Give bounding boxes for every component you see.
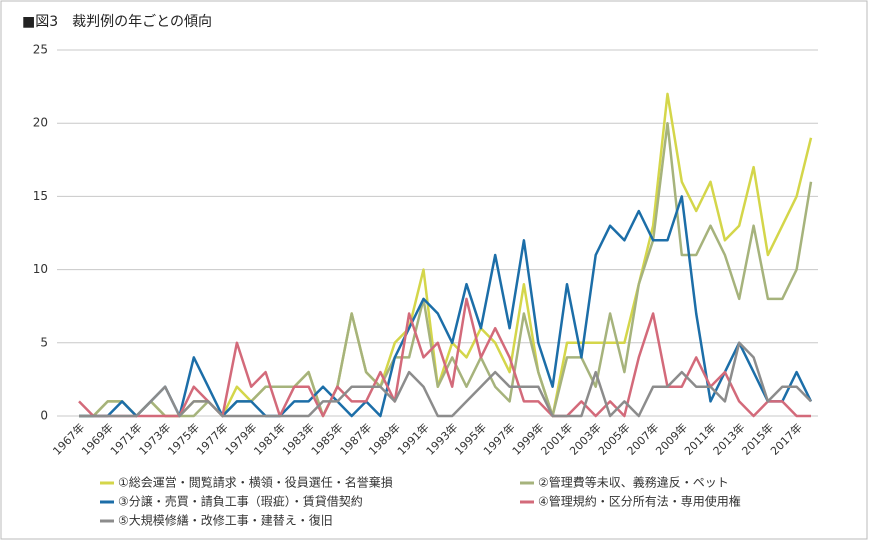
legend-label: ③分譲・売買・請負工事（瑕疵）・賃貸借契約	[118, 494, 363, 509]
y-tick-label: 15	[33, 189, 48, 203]
series-line	[79, 195, 813, 418]
series-line	[78, 297, 811, 418]
y-tick-label: 25	[33, 43, 48, 57]
y-tick-label: 0	[40, 409, 48, 423]
y-tick-label: 10	[33, 262, 48, 276]
legend-label: ④管理規約・区分所有法・専用使用権	[538, 494, 741, 509]
legend: ①総会運営・閲覧請求・横領・役員選任・名誉棄損 ②管理費等未収、義務違反・ペット ③…	[100, 475, 741, 528]
chart-title: ■図3 裁判例の年ごとの傾向	[22, 14, 212, 30]
series-line	[79, 341, 812, 418]
legend-label: ①総会運営・閲覧請求・横領・役員選任・名誉棄損	[118, 475, 393, 490]
legend-label: ②管理費等未収、義務違反・ペット	[538, 475, 729, 490]
y-tick-label: 5	[40, 335, 48, 349]
legend-label: ⑤大規模修繕・改修工事・建替え・復旧	[118, 513, 333, 528]
y-tick-label: 20	[33, 116, 48, 130]
